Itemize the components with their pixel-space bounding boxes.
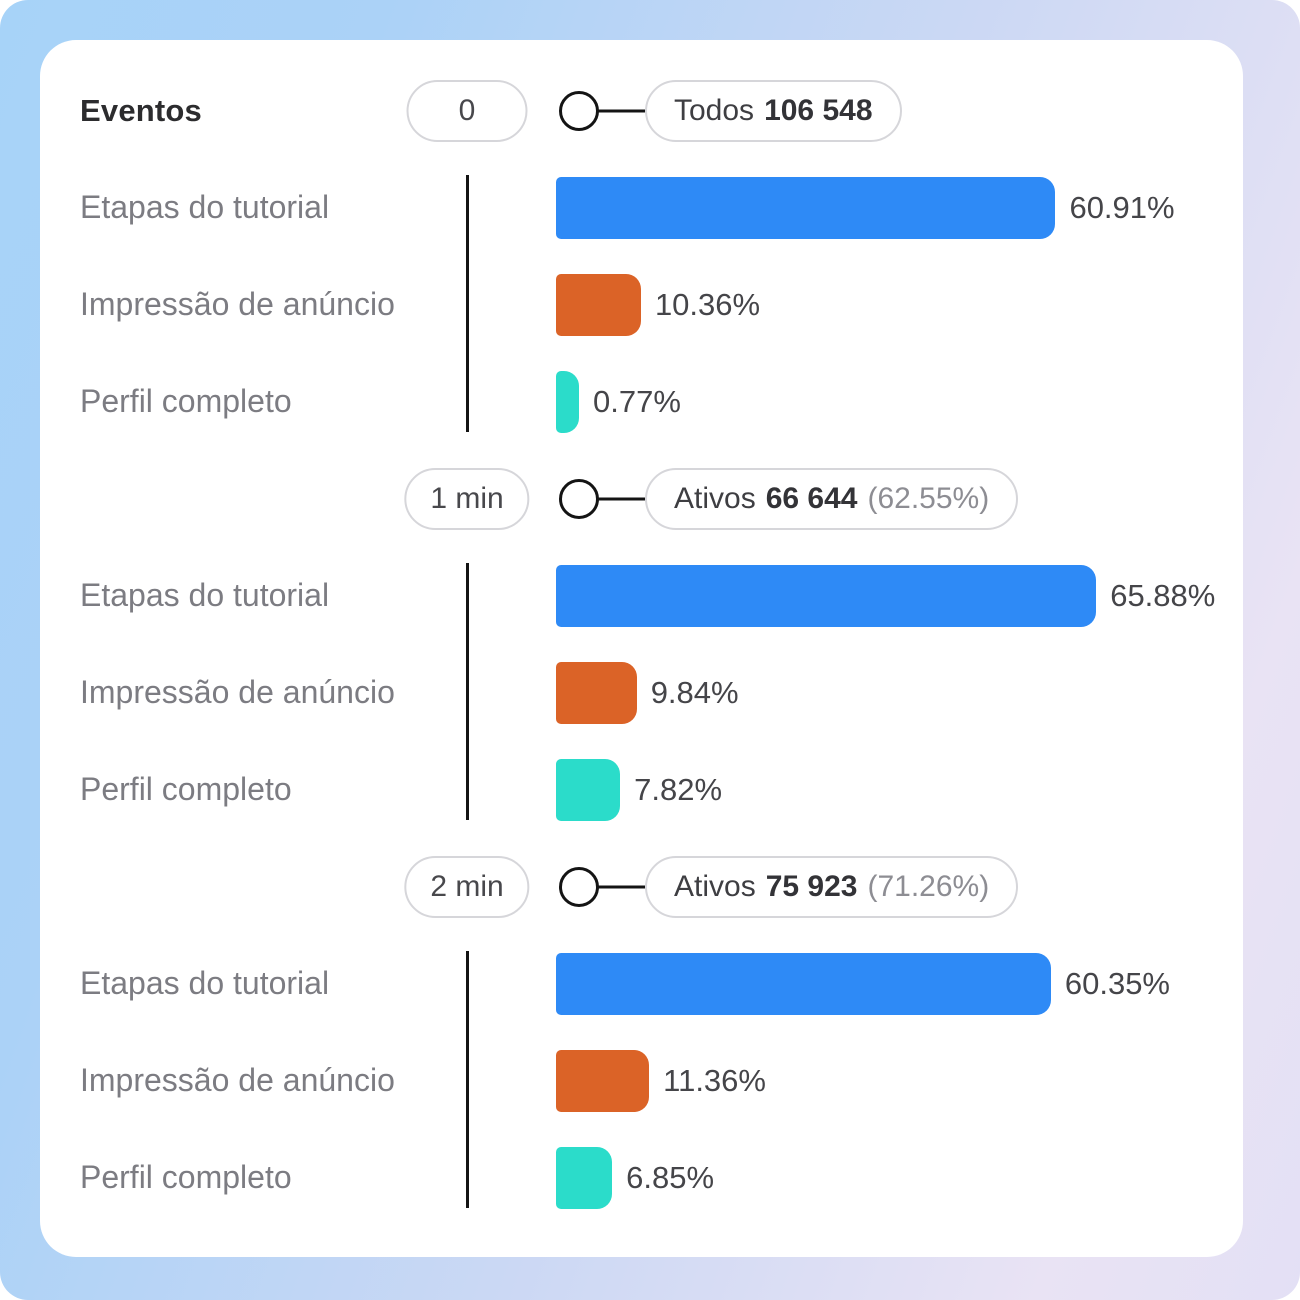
- bar-area: 0.77%: [556, 370, 1243, 433]
- audience-percent: (62.55%): [867, 481, 990, 515]
- event-label: Etapas do tutorial: [80, 189, 330, 225]
- connector-line: [597, 497, 645, 500]
- bar-value: 10.36%: [654, 286, 761, 322]
- bar-area: 9.84%: [556, 661, 1243, 724]
- audience-count: 106 548: [764, 93, 873, 127]
- bar-etapas-do-tutorial[interactable]: [556, 176, 1056, 239]
- connector-line: [597, 109, 645, 112]
- audience-prefix: Todos: [674, 93, 755, 127]
- bars-block-0: Etapas do tutorial 60.91% Impressão de a…: [40, 159, 1243, 450]
- bar-value: 60.35%: [1064, 965, 1170, 1001]
- event-label: Impressão de anúncio: [80, 1062, 395, 1098]
- audience-pill-todos[interactable]: Todos 106 548: [645, 79, 902, 142]
- bar-impressao-de-anuncio[interactable]: [556, 661, 637, 724]
- audience-count: 66 644: [765, 481, 858, 515]
- page-title: Eventos: [80, 92, 202, 128]
- slider-handle-icon[interactable]: [559, 866, 599, 907]
- bar-value: 6.85%: [626, 1159, 715, 1195]
- event-label: Etapas do tutorial: [80, 577, 330, 613]
- event-label: Etapas do tutorial: [80, 965, 330, 1001]
- bar-area: 60.91%: [556, 176, 1243, 239]
- event-label: Impressão de anúncio: [80, 286, 395, 322]
- audience-prefix: Ativos: [674, 481, 756, 515]
- bar-area: 11.36%: [556, 1049, 1243, 1112]
- event-label: Impressão de anúncio: [80, 674, 395, 710]
- axis-divider: [466, 951, 469, 1208]
- bar-row: Perfil completo 6.85%: [40, 1129, 1243, 1226]
- group-header-0: Eventos 0 Todos 106 548: [40, 62, 1243, 159]
- bar-area: 60.35%: [556, 952, 1243, 1015]
- events-chart-card: Eventos 0 Todos 106 548 Etapas do tutori…: [40, 40, 1243, 1257]
- bar-impressao-de-anuncio[interactable]: [556, 273, 641, 336]
- bar-row: Perfil completo 7.82%: [40, 741, 1243, 838]
- group-header-2: 2 min Ativos 75 923 (71.26%): [40, 838, 1243, 935]
- audience-percent: (71.26%): [867, 869, 990, 903]
- bar-etapas-do-tutorial[interactable]: [556, 564, 1097, 627]
- slider-handle-icon[interactable]: [559, 90, 599, 131]
- slider-handle-icon[interactable]: [559, 478, 599, 519]
- event-label: Perfil completo: [80, 771, 292, 807]
- time-pill-0[interactable]: 0: [406, 79, 528, 142]
- bar-value: 9.84%: [650, 674, 739, 710]
- event-label: Perfil completo: [80, 383, 292, 419]
- time-pill-1min[interactable]: 1 min: [404, 467, 530, 530]
- bar-area: 6.85%: [556, 1146, 1243, 1209]
- bar-row: Impressão de anúncio 9.84%: [40, 644, 1243, 741]
- audience-count: 75 923: [765, 869, 858, 903]
- bars-block-1: Etapas do tutorial 65.88% Impressão de a…: [40, 547, 1243, 838]
- bar-value: 0.77%: [593, 383, 681, 419]
- event-label: Perfil completo: [80, 1159, 292, 1195]
- bar-row: Etapas do tutorial 65.88%: [40, 547, 1243, 644]
- bar-perfil-completo[interactable]: [556, 1146, 613, 1209]
- bar-value: 11.36%: [663, 1062, 766, 1098]
- bar-row: Perfil completo 0.77%: [40, 353, 1243, 450]
- bar-value: 60.91%: [1069, 189, 1175, 225]
- bars-block-2: Etapas do tutorial 60.35% Impressão de a…: [40, 935, 1243, 1226]
- axis-divider: [466, 563, 469, 820]
- bar-value: 65.88%: [1110, 577, 1216, 613]
- bar-value: 7.82%: [634, 771, 723, 807]
- group-header-1: 1 min Ativos 66 644 (62.55%): [40, 450, 1243, 547]
- bar-perfil-completo[interactable]: [556, 370, 579, 433]
- bar-area: 10.36%: [556, 273, 1243, 336]
- audience-pill-ativos-2[interactable]: Ativos 75 923 (71.26%): [645, 855, 1019, 918]
- time-pill-2min[interactable]: 2 min: [404, 855, 530, 918]
- axis-divider: [466, 175, 469, 432]
- bar-row: Impressão de anúncio 11.36%: [40, 1032, 1243, 1129]
- bar-perfil-completo[interactable]: [556, 758, 621, 821]
- bar-row: Etapas do tutorial 60.91%: [40, 159, 1243, 256]
- bar-area: 65.88%: [556, 564, 1243, 627]
- bar-row: Etapas do tutorial 60.35%: [40, 935, 1243, 1032]
- bar-row: Impressão de anúncio 10.36%: [40, 256, 1243, 353]
- audience-pill-ativos-1[interactable]: Ativos 66 644 (62.55%): [645, 467, 1019, 530]
- connector-line: [597, 885, 645, 888]
- bar-area: 7.82%: [556, 758, 1243, 821]
- bar-etapas-do-tutorial[interactable]: [556, 952, 1051, 1015]
- audience-prefix: Ativos: [674, 869, 756, 903]
- bar-impressao-de-anuncio[interactable]: [556, 1049, 650, 1112]
